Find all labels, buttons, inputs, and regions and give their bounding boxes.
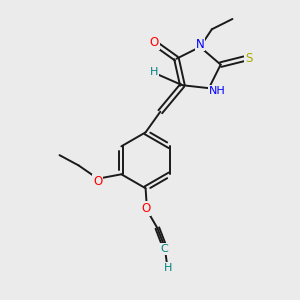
Text: H: H: [150, 67, 159, 77]
Text: C: C: [161, 244, 169, 254]
Text: O: O: [141, 202, 150, 215]
Text: O: O: [93, 175, 102, 188]
Text: H: H: [164, 263, 173, 273]
Text: N: N: [196, 38, 204, 50]
Text: NH: NH: [209, 86, 226, 96]
Text: S: S: [245, 52, 252, 65]
Text: O: O: [150, 36, 159, 49]
